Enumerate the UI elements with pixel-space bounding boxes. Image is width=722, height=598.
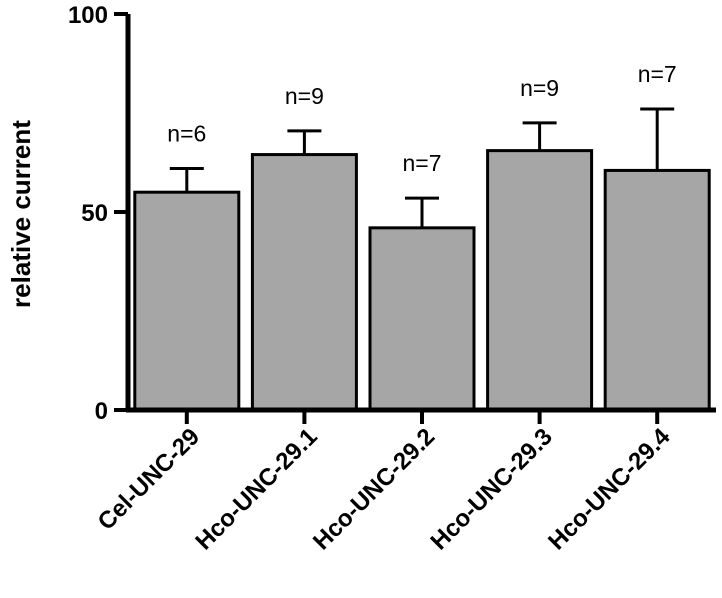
- y-ticks: 0 50 100: [68, 2, 128, 425]
- n-label-1: n=6: [167, 120, 206, 146]
- bar-1: [133, 190, 241, 412]
- category-label-3: Hco-UNC-29.2: [308, 423, 440, 555]
- bars: n=6 n=9 n=7 n=9 n=7: [133, 61, 711, 412]
- x-ticks: Cel-UNC-29Hco-UNC-29.1Hco-UNC-29.2Hco-UN…: [93, 410, 676, 555]
- category-label-2: Hco-UNC-29.1: [190, 423, 322, 555]
- y-tick-label-0: 0: [95, 398, 108, 425]
- category-label-4: Hco-UNC-29.3: [426, 423, 558, 555]
- n-label-4: n=9: [520, 75, 559, 101]
- bar-3: [368, 226, 476, 412]
- y-tick-label-50: 50: [81, 200, 108, 227]
- category-label-5: Hco-UNC-29.4: [543, 423, 676, 556]
- bar-5: [603, 168, 711, 412]
- category-label-1: Cel-UNC-29: [93, 423, 205, 535]
- n-label-3: n=7: [402, 150, 441, 176]
- bar-4: [486, 149, 594, 412]
- n-label-5: n=7: [638, 61, 677, 87]
- y-tick-label-100: 100: [68, 2, 108, 29]
- n-label-2: n=9: [285, 83, 324, 109]
- y-axis-title: relative current: [6, 120, 36, 308]
- bar-2: [250, 153, 358, 412]
